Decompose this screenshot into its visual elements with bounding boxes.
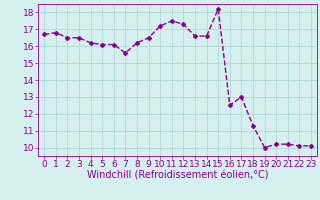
X-axis label: Windchill (Refroidissement éolien,°C): Windchill (Refroidissement éolien,°C): [87, 171, 268, 181]
